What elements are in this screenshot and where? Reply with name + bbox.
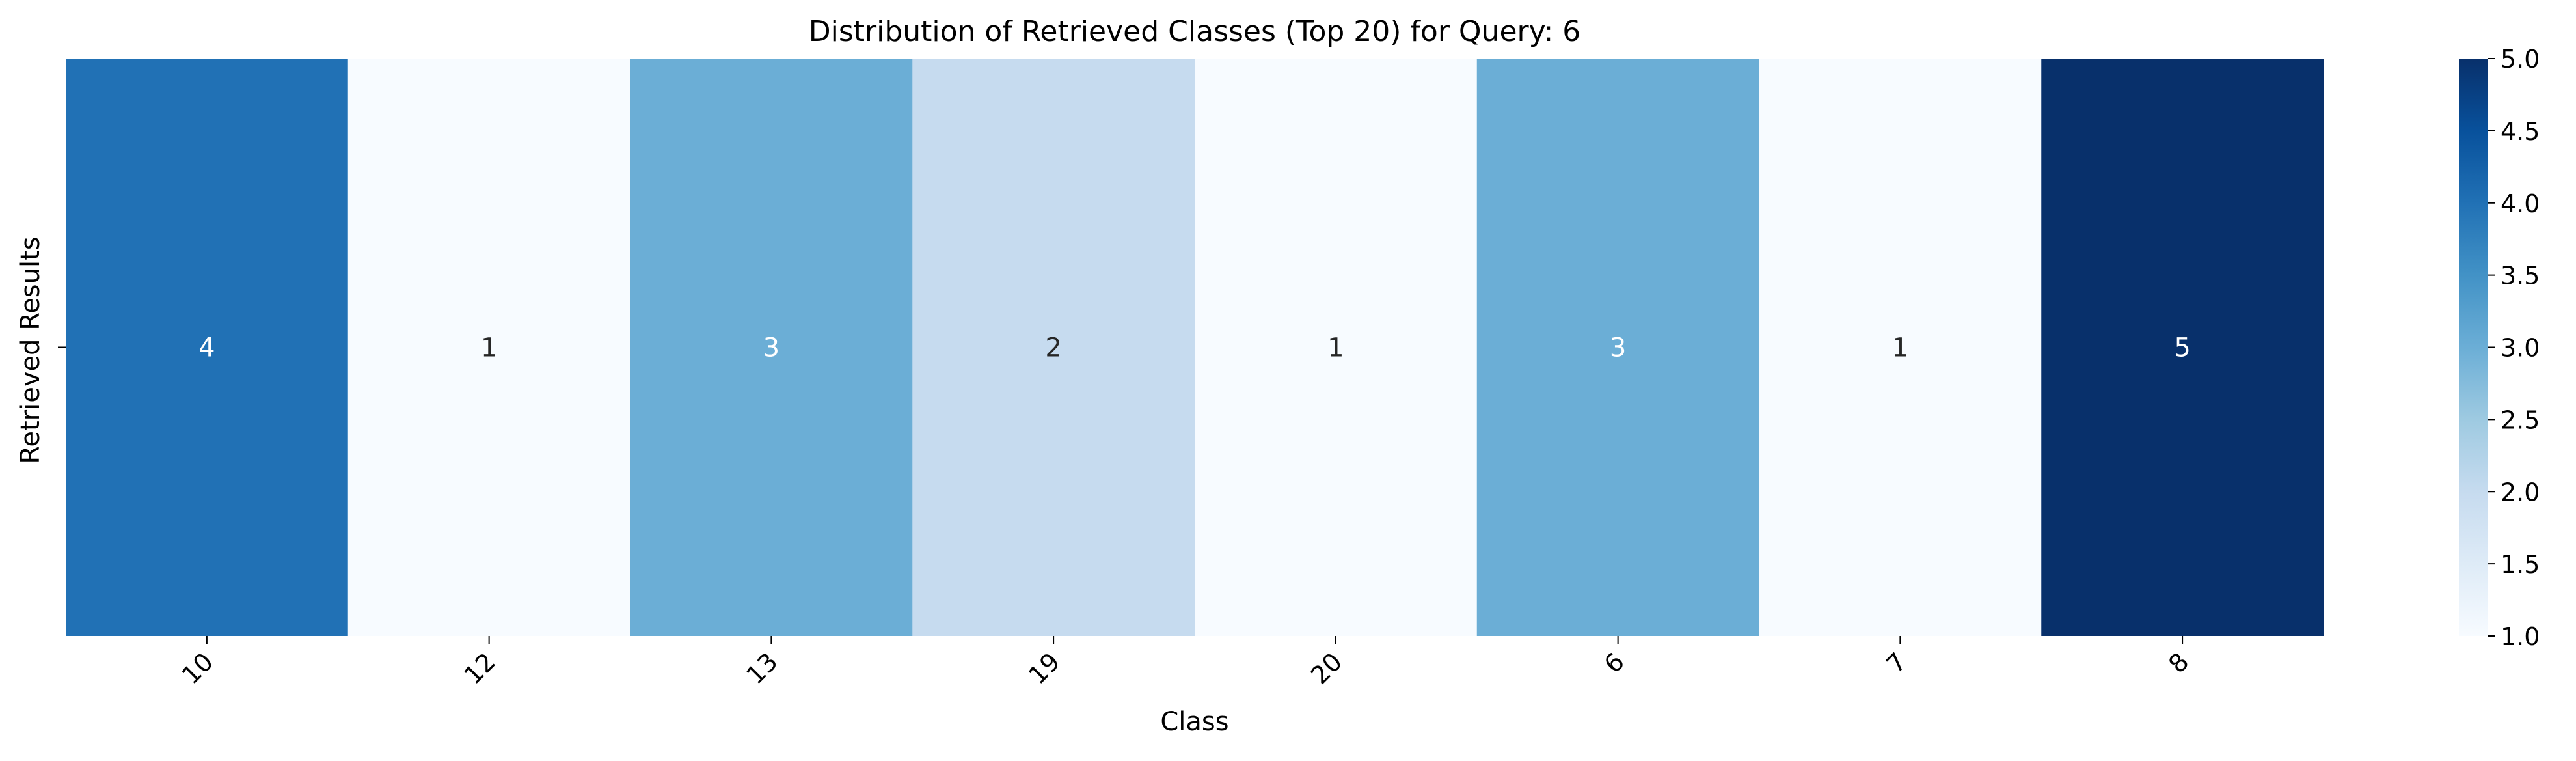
chart-title: Distribution of Retrieved Classes (Top 2… (809, 15, 1581, 48)
x-tick-label: 12 (459, 647, 501, 689)
heatmap-cell-8 (2041, 59, 2324, 636)
colorbar-tick-label: 1.0 (2501, 622, 2540, 651)
cell-annotation: 2 (1045, 333, 1061, 363)
x-tick-label: 10 (176, 647, 219, 689)
colorbar-tick-label: 2.0 (2501, 478, 2540, 506)
cell-annotation: 1 (1892, 333, 1908, 363)
cell-annotation: 3 (1610, 333, 1626, 363)
cell-annotation: 1 (481, 333, 497, 363)
heatmap-cell-12 (347, 59, 630, 636)
x-tick-label: 20 (1305, 647, 1348, 689)
heatmap-cell-7 (1759, 59, 2042, 636)
x-tick-label: 13 (740, 647, 783, 689)
cell-annotation: 3 (763, 333, 780, 363)
cell-annotation: 4 (198, 333, 215, 363)
colorbar-tick-label: 3.0 (2501, 334, 2540, 363)
x-axis: 10 12 13 19 20 6 7 8 (176, 636, 2194, 690)
colorbar-tick-label: 5.0 (2501, 45, 2540, 74)
x-tick-label: 19 (1023, 647, 1065, 689)
colorbar-tick-label: 4.5 (2501, 117, 2540, 146)
heatmap-cell-19 (912, 59, 1195, 636)
x-tick-label: 7 (1881, 647, 1912, 678)
colorbar: 1.0 1.5 2.0 2.5 3.0 3.5 4.0 4.5 5.0 (2459, 45, 2540, 651)
colorbar-tick-label: 4.0 (2501, 189, 2540, 218)
heatmap-cell-6 (1476, 59, 1759, 636)
colorbar-tick-label: 3.5 (2501, 262, 2540, 290)
x-tick-label: 6 (1599, 647, 1630, 678)
cell-annotation: 1 (1327, 333, 1344, 363)
colorbar-tick-label: 1.5 (2501, 550, 2540, 579)
x-tick-label: 8 (2163, 647, 2194, 678)
heatmap-cell-13 (630, 59, 913, 636)
y-axis-label: Retrieved Results (16, 236, 46, 464)
heatmap-cell-10 (66, 59, 349, 636)
colorbar-gradient (2459, 59, 2488, 636)
x-axis-label: Class (1160, 707, 1228, 737)
colorbar-tick-label: 2.5 (2501, 406, 2540, 434)
heatmap-cell-20 (1195, 59, 1478, 636)
heatmap-cells: 4 1 3 2 1 3 1 5 (66, 59, 2324, 636)
cell-annotation: 5 (2174, 333, 2190, 363)
